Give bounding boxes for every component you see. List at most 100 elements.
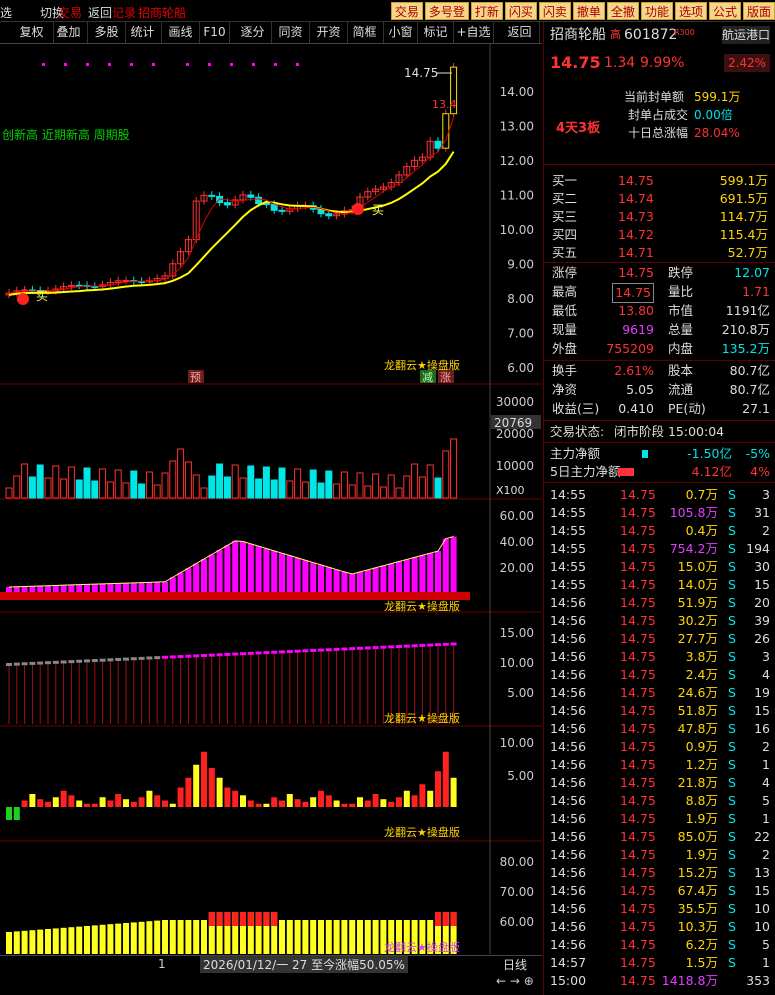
top-btn-3[interactable]: 闪买 [504,2,537,20]
tick-row: 14:55 14.75 15.0万 S 30 [544,558,775,576]
top-btn-10[interactable]: 版面 [742,2,775,20]
volume-bar [278,467,286,499]
bid-row[interactable]: 买一 14.75 599.1万 [544,172,775,190]
stat-value: 1191亿 [725,303,770,318]
top-btn-0[interactable]: 交易 [390,2,423,20]
ind1-bar [435,551,441,600]
menu-switch[interactable]: 切换 [40,6,65,20]
ten-day-row: 十日总涨幅 28.04% [544,124,775,142]
ind2-cap [294,649,301,653]
top-btn-8[interactable]: 选项 [674,2,707,20]
ind3-bar [279,800,285,807]
ind2-cap [177,655,184,659]
ind3-bar [224,787,231,807]
ind2-cap [364,646,371,650]
stat-value: 12.07 [734,265,770,280]
signal-dot [252,63,255,66]
bid-volume: 599.1万 [719,173,768,188]
toolbar-btn-13[interactable]: 返回 [500,22,540,43]
toolbar-btn-3[interactable]: 统计 [124,22,162,43]
tick-side: S [728,811,736,826]
last-price: 14.75 [550,53,601,72]
toolbar-btn-12[interactable]: +自选 [454,22,494,43]
volume-bar [21,463,29,499]
top-btn-7[interactable]: 功能 [640,2,673,20]
buy-label: 买 [36,289,48,303]
price-tick: 8.00 [507,292,534,306]
ind3-bar [232,790,239,807]
bid-label: 买四 [552,227,578,242]
toolbar-btn-8[interactable]: 开资 [310,22,348,43]
kline-chart[interactable]: 14.00 13.00 12.00 11.00 10.00 9.00 8.00 7.00 6.0… [0,44,542,970]
top-btn-2[interactable]: 打新 [470,2,503,20]
ind3-bar [52,797,59,807]
ind3-bar [177,787,184,807]
high-price-label: 14.75 [404,66,438,80]
menu-back[interactable]: 返回 [88,6,113,20]
tick-side: S [728,793,736,808]
volume-bar [450,438,458,499]
toolbar-btn-6[interactable]: 逐分 [234,22,272,43]
toolbar-btn-7[interactable]: 同资 [272,22,310,43]
top-btn-9[interactable]: 公式 [708,2,741,20]
volume-bar [231,464,239,499]
tick-price: 14.75 [620,757,656,772]
toolbar-btn-4[interactable]: 画线 [162,22,200,43]
ind4-bar [419,920,426,954]
ind4-bar [372,920,379,954]
tick-count: 15 [754,703,770,718]
tick-count: 19 [754,685,770,700]
ind1-bar [240,541,246,600]
ind4-bar [107,924,114,954]
daily-line-button[interactable]: 日线 [503,958,528,972]
bid-row[interactable]: 买四 14.72 115.4万 [544,226,775,244]
candle [426,140,434,158]
toolbar-btn-2[interactable]: 多股 [88,22,126,43]
candle [270,204,278,211]
marker-zhang: 涨 [440,371,451,384]
buy-signal-icon [17,293,29,305]
bid-row[interactable]: 买三 14.73 114.7万 [544,208,775,226]
toolbar-btn-1[interactable]: 叠加 [50,22,88,43]
tick-side: S [728,613,736,628]
stat-label: PE(动) [668,401,706,416]
ten-day-pct: 28.04% [694,126,740,140]
toolbar-btn-9[interactable]: 简框 [346,22,384,43]
ind2-cap [115,657,122,661]
volume-bar [114,469,122,499]
ind1-bar [232,540,239,600]
ind4-top [232,912,239,926]
top-btn-4[interactable]: 闪卖 [538,2,571,20]
tick-time: 14:55 [550,523,587,538]
scroll-arrows[interactable]: ← → ⊕ [496,974,534,988]
bid-row[interactable]: 买五 14.71 52.7万 [544,244,775,262]
volume-bar [255,478,263,499]
top-btn-1[interactable]: 多号登 [424,2,469,20]
tick-row: 14:56 14.75 30.2万 S 39 [544,612,775,630]
flow-pct: 4% [750,464,770,479]
price-line: 14.75 1.34 9.99% 2.42% [544,54,775,72]
toolbar-btn-10[interactable]: 小窗 [384,22,418,43]
ind2-cap [380,645,387,649]
tick-price: 14.75 [620,775,656,790]
top-btn-5[interactable]: 撤单 [572,2,605,20]
ind1-bar [396,561,402,600]
tick-count: 3 [762,649,770,664]
ind4-bar [224,912,231,954]
ind4-bar [325,920,332,954]
stat-value: 9619 [622,322,654,337]
menu-trade-overlay: 交易 [58,6,83,20]
toolbar-btn-5[interactable]: F10 [200,22,230,43]
ind2-cap [123,657,129,661]
volume-bar [309,469,317,499]
sector-name[interactable]: 航运港口 [722,26,771,44]
toolbar-btn-0[interactable]: 复权 [10,22,54,43]
toolbar-btn-11[interactable]: 标记 [418,22,454,43]
volume-bar [325,470,333,499]
menu-select[interactable]: 选 [0,6,13,20]
ind3-bar [45,801,51,807]
tick-count: 30 [754,559,770,574]
top-btn-6[interactable]: 全撤 [606,2,639,20]
bid-row[interactable]: 买二 14.74 691.5万 [544,190,775,208]
candle [223,202,231,206]
